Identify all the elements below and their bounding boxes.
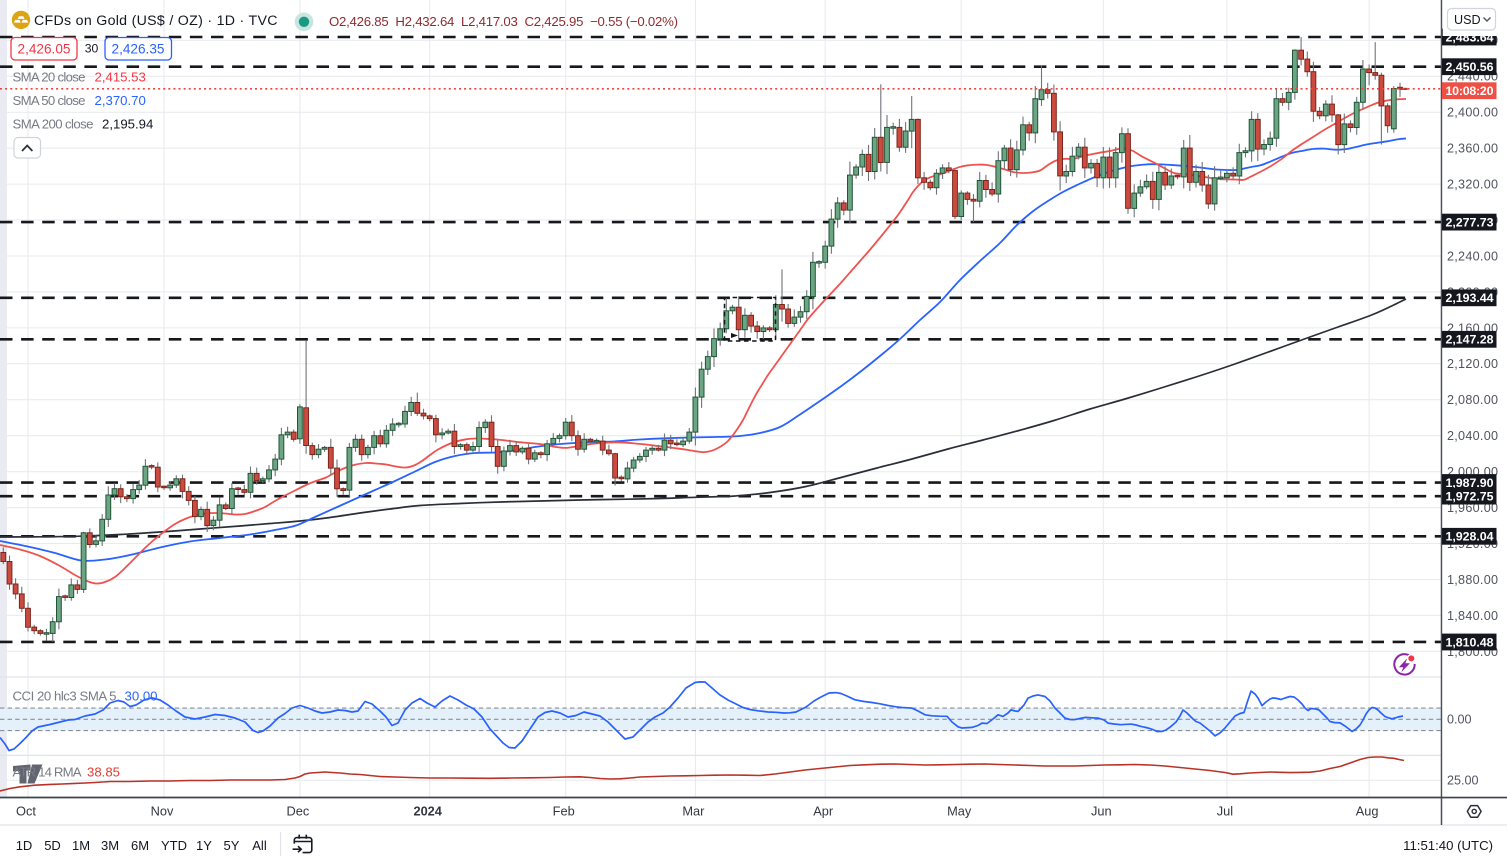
svg-text:2,040.00: 2,040.00 <box>1447 429 1498 443</box>
svg-text:SMA 20 close: SMA 20 close <box>13 69 86 84</box>
svg-text:2,360.00: 2,360.00 <box>1447 142 1498 156</box>
svg-text:3M: 3M <box>101 838 119 853</box>
svg-text:2,450.56: 2,450.56 <box>1446 60 1494 74</box>
svg-text:YTD: YTD <box>161 838 187 853</box>
svg-text:1Y: 1Y <box>196 838 212 853</box>
svg-text:May: May <box>947 803 972 818</box>
svg-text:1D: 1D <box>16 838 33 853</box>
svg-text:5D: 5D <box>44 838 61 853</box>
svg-text:2,120.00: 2,120.00 <box>1447 357 1498 371</box>
svg-text:6M: 6M <box>131 838 149 853</box>
svg-text:Mar: Mar <box>682 803 705 818</box>
svg-text:2,080.00: 2,080.00 <box>1447 393 1498 407</box>
svg-text:Jun: Jun <box>1091 803 1112 818</box>
svg-text:5Y: 5Y <box>224 838 240 853</box>
svg-text:Aug: Aug <box>1356 803 1379 818</box>
svg-text:2,426.35: 2,426.35 <box>112 41 165 56</box>
svg-text:2,240.00: 2,240.00 <box>1447 249 1498 263</box>
svg-text:Feb: Feb <box>553 803 575 818</box>
svg-text:30: 30 <box>85 42 99 56</box>
svg-text:1,840.00: 1,840.00 <box>1447 609 1498 623</box>
svg-text:2024: 2024 <box>413 803 442 818</box>
svg-text:2,277.73: 2,277.73 <box>1446 216 1494 230</box>
svg-text:CFDs on Gold (US$ / OZ) · 1D ·: CFDs on Gold (US$ / OZ) · 1D · TVC <box>34 13 278 29</box>
svg-text:2,370.70: 2,370.70 <box>95 93 146 108</box>
svg-text:2,147.28: 2,147.28 <box>1446 333 1494 347</box>
svg-text:1,928.04: 1,928.04 <box>1446 530 1494 544</box>
svg-text:SMA 200 close: SMA 200 close <box>13 116 94 131</box>
svg-text:Apr: Apr <box>813 803 834 818</box>
svg-text:1M: 1M <box>72 838 90 853</box>
svg-text:2,426.05: 2,426.05 <box>18 41 71 56</box>
svg-text:Nov: Nov <box>151 803 174 818</box>
svg-text:2,400.00: 2,400.00 <box>1447 106 1498 120</box>
svg-text:2,320.00: 2,320.00 <box>1447 178 1498 192</box>
svg-text:CCI 20 hlc3 SMA 5: CCI 20 hlc3 SMA 5 <box>13 688 117 703</box>
svg-text:2,193.44: 2,193.44 <box>1446 291 1494 305</box>
svg-text:2,195.94: 2,195.94 <box>102 116 153 131</box>
svg-text:1,880.00: 1,880.00 <box>1447 573 1498 587</box>
svg-text:1,810.48: 1,810.48 <box>1446 635 1494 649</box>
svg-text:38.85: 38.85 <box>87 764 120 779</box>
svg-text:O2,426.85 H2,432.64 L2,417.0: O2,426.85 H2,432.64 L2,417.03 C2,425.95 … <box>329 14 678 29</box>
svg-text:2,415.53: 2,415.53 <box>95 69 146 84</box>
svg-text:25.00: 25.00 <box>1447 774 1479 788</box>
svg-text:Dec: Dec <box>287 803 310 818</box>
svg-text:USD: USD <box>1454 13 1481 27</box>
svg-text:Jul: Jul <box>1217 803 1233 818</box>
svg-text:SMA 50 close: SMA 50 close <box>13 93 86 108</box>
svg-text:0.00: 0.00 <box>1447 713 1472 727</box>
svg-text:11:51:40 (UTC): 11:51:40 (UTC) <box>1403 838 1493 853</box>
svg-text:30.00: 30.00 <box>125 688 158 703</box>
svg-text:All: All <box>252 838 267 853</box>
svg-text:10:08:20: 10:08:20 <box>1446 84 1494 98</box>
svg-text:1,972.75: 1,972.75 <box>1446 490 1494 504</box>
svg-text:Oct: Oct <box>16 803 36 818</box>
svg-text:1,987.90: 1,987.90 <box>1446 476 1494 490</box>
svg-text:ATR 14 RMA: ATR 14 RMA <box>13 764 82 779</box>
